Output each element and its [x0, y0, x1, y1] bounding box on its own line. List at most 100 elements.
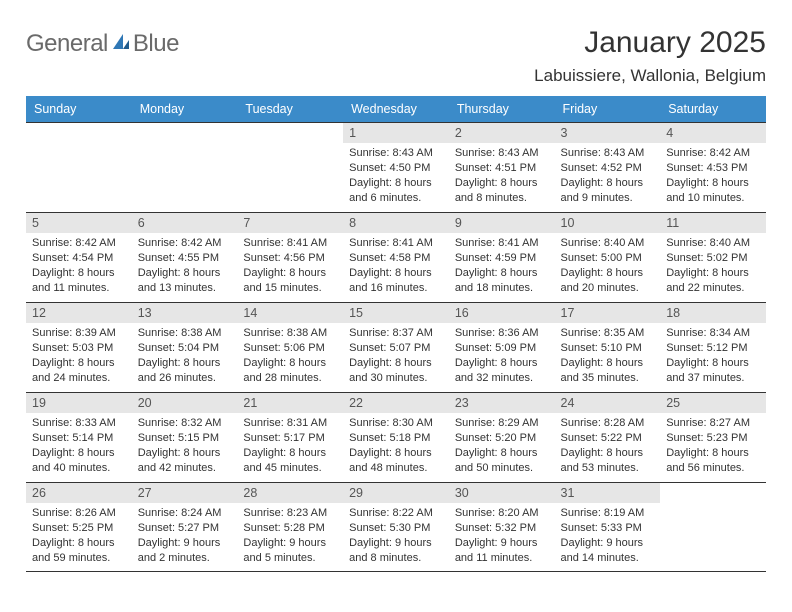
daylight-line: Daylight: 8 hours and 22 minutes.	[666, 266, 760, 296]
day-content: Sunrise: 8:26 AMSunset: 5:25 PMDaylight:…	[26, 503, 132, 569]
sunset-line: Sunset: 5:02 PM	[666, 251, 760, 266]
day-content: Sunrise: 8:33 AMSunset: 5:14 PMDaylight:…	[26, 413, 132, 479]
day-content: Sunrise: 8:35 AMSunset: 5:10 PMDaylight:…	[555, 323, 661, 389]
calendar-week-row: 19Sunrise: 8:33 AMSunset: 5:14 PMDayligh…	[26, 392, 766, 482]
sunset-line: Sunset: 5:25 PM	[32, 521, 126, 536]
sunset-line: Sunset: 5:03 PM	[32, 341, 126, 356]
weekday-header: Thursday	[449, 96, 555, 122]
calendar-table: SundayMondayTuesdayWednesdayThursdayFrid…	[26, 96, 766, 572]
brand-logo: General Blue	[26, 30, 179, 58]
day-number: 6	[132, 213, 238, 233]
weekday-header: Wednesday	[343, 96, 449, 122]
sunrise-line: Sunrise: 8:23 AM	[243, 506, 337, 521]
daylight-line: Daylight: 8 hours and 13 minutes.	[138, 266, 232, 296]
day-content: Sunrise: 8:39 AMSunset: 5:03 PMDaylight:…	[26, 323, 132, 389]
day-content: Sunrise: 8:30 AMSunset: 5:18 PMDaylight:…	[343, 413, 449, 479]
sunset-line: Sunset: 5:23 PM	[666, 431, 760, 446]
day-number: 25	[660, 393, 766, 413]
calendar-cell: 19Sunrise: 8:33 AMSunset: 5:14 PMDayligh…	[26, 392, 132, 482]
sunset-line: Sunset: 5:18 PM	[349, 431, 443, 446]
day-content: Sunrise: 8:42 AMSunset: 4:54 PMDaylight:…	[26, 233, 132, 299]
sunset-line: Sunset: 4:55 PM	[138, 251, 232, 266]
sunrise-line: Sunrise: 8:19 AM	[561, 506, 655, 521]
calendar-cell	[26, 122, 132, 212]
daylight-line: Daylight: 8 hours and 8 minutes.	[455, 176, 549, 206]
sunset-line: Sunset: 5:28 PM	[243, 521, 337, 536]
day-content: Sunrise: 8:38 AMSunset: 5:06 PMDaylight:…	[237, 323, 343, 389]
sunrise-line: Sunrise: 8:42 AM	[138, 236, 232, 251]
day-number: 21	[237, 393, 343, 413]
daylight-line: Daylight: 8 hours and 26 minutes.	[138, 356, 232, 386]
daylight-line: Daylight: 9 hours and 5 minutes.	[243, 536, 337, 566]
calendar-cell: 5Sunrise: 8:42 AMSunset: 4:54 PMDaylight…	[26, 212, 132, 302]
day-content: Sunrise: 8:32 AMSunset: 5:15 PMDaylight:…	[132, 413, 238, 479]
sunset-line: Sunset: 4:53 PM	[666, 161, 760, 176]
sunrise-line: Sunrise: 8:39 AM	[32, 326, 126, 341]
sunset-line: Sunset: 5:14 PM	[32, 431, 126, 446]
sunset-line: Sunset: 4:56 PM	[243, 251, 337, 266]
sunrise-line: Sunrise: 8:41 AM	[455, 236, 549, 251]
day-number: 24	[555, 393, 661, 413]
calendar-cell: 29Sunrise: 8:22 AMSunset: 5:30 PMDayligh…	[343, 482, 449, 572]
calendar-cell: 25Sunrise: 8:27 AMSunset: 5:23 PMDayligh…	[660, 392, 766, 482]
daylight-line: Daylight: 9 hours and 11 minutes.	[455, 536, 549, 566]
calendar-cell: 15Sunrise: 8:37 AMSunset: 5:07 PMDayligh…	[343, 302, 449, 392]
calendar-cell: 24Sunrise: 8:28 AMSunset: 5:22 PMDayligh…	[555, 392, 661, 482]
calendar-body: 1Sunrise: 8:43 AMSunset: 4:50 PMDaylight…	[26, 122, 766, 572]
calendar-week-row: 5Sunrise: 8:42 AMSunset: 4:54 PMDaylight…	[26, 212, 766, 302]
day-content: Sunrise: 8:40 AMSunset: 5:00 PMDaylight:…	[555, 233, 661, 299]
sunset-line: Sunset: 5:06 PM	[243, 341, 337, 356]
sunset-line: Sunset: 5:07 PM	[349, 341, 443, 356]
calendar-cell: 1Sunrise: 8:43 AMSunset: 4:50 PMDaylight…	[343, 122, 449, 212]
sunset-line: Sunset: 4:51 PM	[455, 161, 549, 176]
sunset-line: Sunset: 5:33 PM	[561, 521, 655, 536]
sunrise-line: Sunrise: 8:42 AM	[32, 236, 126, 251]
day-content: Sunrise: 8:41 AMSunset: 4:58 PMDaylight:…	[343, 233, 449, 299]
daylight-line: Daylight: 8 hours and 18 minutes.	[455, 266, 549, 296]
daylight-line: Daylight: 8 hours and 15 minutes.	[243, 266, 337, 296]
sunrise-line: Sunrise: 8:43 AM	[349, 146, 443, 161]
sunset-line: Sunset: 5:09 PM	[455, 341, 549, 356]
day-number: 2	[449, 123, 555, 143]
sunset-line: Sunset: 5:17 PM	[243, 431, 337, 446]
calendar-cell: 26Sunrise: 8:26 AMSunset: 5:25 PMDayligh…	[26, 482, 132, 572]
daylight-line: Daylight: 8 hours and 56 minutes.	[666, 446, 760, 476]
day-content: Sunrise: 8:19 AMSunset: 5:33 PMDaylight:…	[555, 503, 661, 569]
daylight-line: Daylight: 8 hours and 11 minutes.	[32, 266, 126, 296]
calendar-cell: 4Sunrise: 8:42 AMSunset: 4:53 PMDaylight…	[660, 122, 766, 212]
calendar-cell: 27Sunrise: 8:24 AMSunset: 5:27 PMDayligh…	[132, 482, 238, 572]
daylight-line: Daylight: 8 hours and 40 minutes.	[32, 446, 126, 476]
sunrise-line: Sunrise: 8:31 AM	[243, 416, 337, 431]
day-content: Sunrise: 8:22 AMSunset: 5:30 PMDaylight:…	[343, 503, 449, 569]
sunrise-line: Sunrise: 8:43 AM	[561, 146, 655, 161]
sunset-line: Sunset: 4:50 PM	[349, 161, 443, 176]
daylight-line: Daylight: 8 hours and 53 minutes.	[561, 446, 655, 476]
daylight-line: Daylight: 8 hours and 37 minutes.	[666, 356, 760, 386]
calendar-cell: 22Sunrise: 8:30 AMSunset: 5:18 PMDayligh…	[343, 392, 449, 482]
daylight-line: Daylight: 8 hours and 24 minutes.	[32, 356, 126, 386]
sunrise-line: Sunrise: 8:42 AM	[666, 146, 760, 161]
brand-sail-icon	[109, 31, 131, 58]
sunset-line: Sunset: 5:32 PM	[455, 521, 549, 536]
daylight-line: Daylight: 8 hours and 28 minutes.	[243, 356, 337, 386]
sunrise-line: Sunrise: 8:43 AM	[455, 146, 549, 161]
sunset-line: Sunset: 5:10 PM	[561, 341, 655, 356]
calendar-cell: 31Sunrise: 8:19 AMSunset: 5:33 PMDayligh…	[555, 482, 661, 572]
day-content: Sunrise: 8:42 AMSunset: 4:55 PMDaylight:…	[132, 233, 238, 299]
calendar-cell: 17Sunrise: 8:35 AMSunset: 5:10 PMDayligh…	[555, 302, 661, 392]
day-number: 22	[343, 393, 449, 413]
sunset-line: Sunset: 5:27 PM	[138, 521, 232, 536]
sunrise-line: Sunrise: 8:30 AM	[349, 416, 443, 431]
day-content: Sunrise: 8:28 AMSunset: 5:22 PMDaylight:…	[555, 413, 661, 479]
day-content: Sunrise: 8:38 AMSunset: 5:04 PMDaylight:…	[132, 323, 238, 389]
day-content: Sunrise: 8:41 AMSunset: 4:59 PMDaylight:…	[449, 233, 555, 299]
sunset-line: Sunset: 4:52 PM	[561, 161, 655, 176]
day-number: 9	[449, 213, 555, 233]
sunrise-line: Sunrise: 8:35 AM	[561, 326, 655, 341]
calendar-cell: 21Sunrise: 8:31 AMSunset: 5:17 PMDayligh…	[237, 392, 343, 482]
day-number: 20	[132, 393, 238, 413]
day-number: 11	[660, 213, 766, 233]
calendar-cell	[132, 122, 238, 212]
day-number: 23	[449, 393, 555, 413]
daylight-line: Daylight: 8 hours and 35 minutes.	[561, 356, 655, 386]
